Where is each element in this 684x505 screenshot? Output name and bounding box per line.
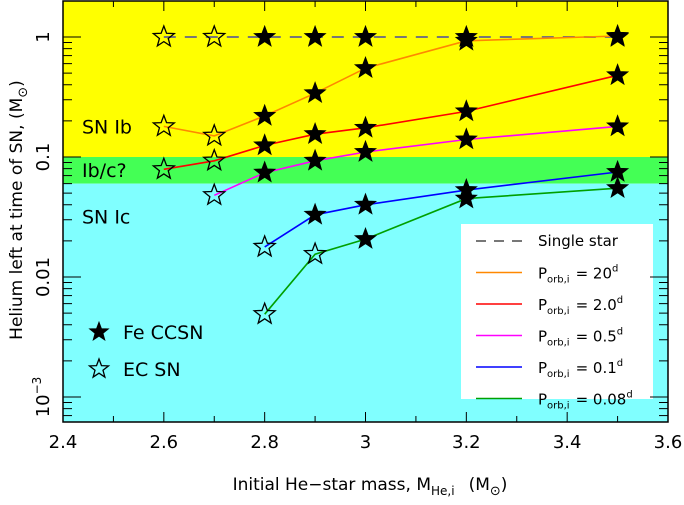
legend-box [461,224,653,399]
ec-sn-star-icon [151,156,177,180]
ec-sn-star-icon [202,182,227,206]
x-tick-label: 3 [360,432,371,453]
ec-sn-star-icon [151,24,177,48]
y-tick-label: 10−3 [30,377,54,418]
fe-ccsn-star-icon [454,99,478,122]
legend-label: Single star [538,232,619,250]
fe-ccsn-star-icon [303,81,327,104]
x-axis-label: Initial He−star mass, MHe,i (M⊙) [233,475,508,499]
series-legend: Single star Porb,i = 20d Porb,i = 2.0d Porb,i… [461,224,653,412]
x-tick-label: 2.6 [150,432,179,453]
fe-ccsn-star-icon [253,24,277,47]
legend-label: Porb,i = 20d [538,264,618,286]
ec-sn-star-icon [202,24,227,48]
fe-ccsn-star-icon [253,133,277,156]
y-axis: 1 0.1 0.01 10−3 [30,31,668,417]
y-tick-label: 0.01 [33,257,54,297]
svg-text:10−3: 10−3 [30,377,54,418]
svg-text:0.01: 0.01 [33,257,54,297]
x-tick-label: 3.4 [553,432,582,453]
axis-labels: Initial He−star mass, MHe,i (M⊙) Helium le… [7,80,507,499]
ec-sn-star-icon [252,234,277,258]
x-axis: 2.4 2.6 2.8 3 3.2 3.4 3.6 [49,1,683,453]
fe-ccsn-star-icon [353,192,378,215]
fe-ccsn-star-icon [303,148,327,171]
fe-ccsn-star-icon [606,176,630,198]
fe-ccsn-star-icon [303,24,327,47]
x-tick-label: 3.6 [654,432,683,453]
x-tick-label: 2.8 [250,432,279,453]
marker-legend-label: EC SN [123,359,181,381]
marker-legend: Fe CCSN EC SN [87,320,203,381]
fe-ccsn-star-icon [454,28,478,51]
y-tick-label: 0.1 [33,143,54,172]
fe-ccsn-star-icon [606,114,630,137]
y-tick-label: 1 [33,31,54,42]
fe-ccsn-star-icon [253,160,277,183]
marker-legend-label: Fe CCSN [123,322,203,344]
fe-ccsn-star-icon [353,226,378,249]
legend-label: Porb,i = 0.1d [538,358,623,380]
data-series-markers [151,23,630,325]
fe-ccsn-star-icon [353,139,378,162]
series-line [213,125,618,197]
svg-text:1: 1 [33,31,54,42]
x-tick-label: 3.2 [452,432,481,453]
ec-sn-star-icon [302,241,328,265]
ec-sn-star-icon [151,113,177,137]
y-axis-label: Helium left at time of SN, (M⊙) [7,80,31,340]
legend-label: Porb,i = 0.08d [538,390,633,412]
fe-ccsn-star-icon [303,122,327,144]
fe-ccsn-star-icon [353,115,378,138]
region-sn-ib [63,1,668,157]
x-tick-label: 2.4 [49,432,78,453]
legend-label: Porb,i = 0.5d [538,327,623,349]
fe-ccsn-star-icon [353,24,378,47]
region-labels: SN Ib Ib/c? SN Ic [82,116,132,228]
fe-ccsn-star-icon [353,56,378,78]
region-label: SN Ib [82,116,132,138]
region-ib-c- [63,157,668,184]
legend-label: Porb,i = 2.0d [538,295,623,317]
ec-sn-star-icon [202,147,227,172]
fe-ccsn-star-icon [253,103,277,126]
svg-text:0.1: 0.1 [33,143,54,172]
fe-ccsn-star-icon [606,23,630,46]
fe-ccsn-star-icon [303,202,327,225]
ec-sn-star-icon [202,123,227,147]
svg-text:Helium left at time of SN, (M: Helium left at time of SN, (M⊙) [7,80,31,340]
fe-ccsn-star-icon [454,127,478,150]
ec-sn-star-icon [252,301,277,325]
region-label: SN Ic [82,206,130,228]
fe-ccsn-star-icon [454,186,478,209]
filled-star-icon [88,320,110,342]
region-label: Ib/c? [82,160,127,182]
fe-ccsn-star-icon [606,63,630,86]
open-star-icon [87,357,111,379]
